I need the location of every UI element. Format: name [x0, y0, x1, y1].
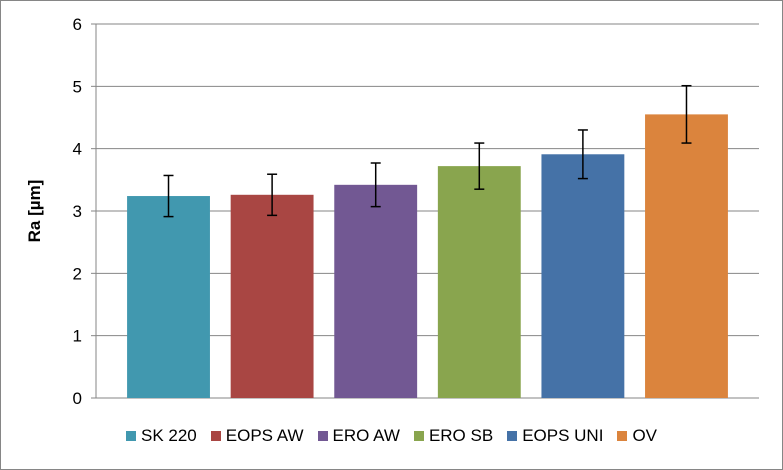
error-bar [370, 162, 381, 208]
y-tick-label: 0 [73, 389, 82, 408]
legend-label: SK 220 [141, 426, 197, 445]
legend-swatch [317, 431, 328, 441]
legend-label: EOPS UNI [522, 426, 604, 445]
legend-item: SK 220 [126, 426, 197, 446]
legend-swatch [617, 431, 628, 441]
legend-label: ERO SB [428, 426, 494, 445]
bar-ero-aw [334, 184, 418, 398]
legend-item: OV [617, 426, 657, 446]
y-tick-label: 5 [73, 77, 82, 96]
legend-item: EOPS AW [210, 426, 304, 446]
legend-swatch [126, 431, 136, 441]
bar-ero-sb [437, 166, 521, 398]
error-bar [681, 84, 692, 144]
error-bar [267, 173, 278, 217]
bars [127, 114, 728, 398]
y-axis-label: Ra [µm] [25, 180, 44, 243]
y-tick-label: 1 [73, 327, 82, 346]
bar-sk-220 [127, 196, 210, 398]
legend-swatch [507, 431, 518, 441]
legend-label: EOPS AW [225, 426, 304, 445]
legend-swatch [413, 431, 424, 441]
bar-ov [645, 114, 728, 398]
y-tick-label: 2 [73, 264, 82, 283]
error-bars [163, 84, 692, 218]
legend: SK 220 EOPS AW ERO AW ERO SB EOPS UNI OV [0, 424, 783, 448]
error-bar [577, 129, 588, 180]
y-tick-label: 6 [73, 15, 82, 34]
bar-eops-aw [230, 194, 314, 398]
legend-item: ERO SB [413, 426, 494, 446]
legend-item: EOPS UNI [507, 426, 603, 446]
legend-label: OV [632, 426, 657, 445]
error-bar [163, 174, 174, 218]
y-tick-label: 4 [73, 140, 82, 159]
legend-label: ERO AW [332, 426, 400, 445]
y-tick-label: 3 [73, 202, 82, 221]
legend-swatch [210, 431, 221, 441]
bar-eops-uni [541, 154, 625, 398]
error-bar [474, 142, 485, 190]
y-tick-labels: 0 1 2 3 4 5 6 [73, 15, 82, 408]
legend-item: ERO AW [317, 426, 400, 446]
